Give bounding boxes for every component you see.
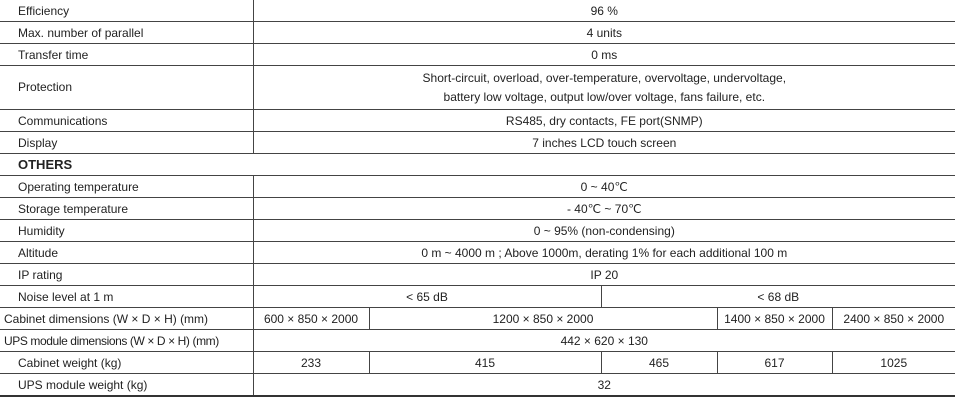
spec-value: 0 ms bbox=[253, 43, 955, 66]
spec-value: 32 bbox=[253, 373, 955, 397]
spec-value: 233 bbox=[253, 351, 369, 374]
spec-row-parallel: Max. number of parallel 4 units bbox=[0, 21, 955, 44]
spec-label: Transfer time bbox=[0, 43, 254, 66]
spec-value: 96 % bbox=[253, 0, 955, 22]
spec-label: Noise level at 1 m bbox=[0, 285, 254, 308]
spec-label: Communications bbox=[0, 109, 254, 132]
spec-row-noise: Noise level at 1 m < 65 dB < 68 dB bbox=[0, 285, 955, 308]
spec-value: 415 bbox=[368, 351, 601, 374]
spec-value: 600 × 850 × 2000 bbox=[253, 307, 369, 330]
spec-value: 617 bbox=[716, 351, 832, 374]
spec-row-protection: Protection Short-circuit, overload, over-… bbox=[0, 65, 955, 110]
spec-value: 1400 × 850 × 2000 bbox=[716, 307, 832, 330]
spec-row-cabinet-dims: Cabinet dimensions (W × D × H) (mm) 600 ×… bbox=[0, 307, 955, 330]
spec-label: Cabinet weight (kg) bbox=[0, 351, 254, 374]
protection-line-2: battery low voltage, output low/over vol… bbox=[443, 89, 766, 104]
spec-value: 7 inches LCD touch screen bbox=[253, 131, 955, 154]
section-header: OTHERS bbox=[0, 153, 955, 176]
spec-label: UPS module dimensions (W × D × H) (mm) bbox=[0, 329, 254, 352]
spec-value: 465 bbox=[600, 351, 717, 374]
spec-row-altitude: Altitude 0 m ~ 4000 m ; Above 1000m, dera… bbox=[0, 241, 955, 264]
spec-value: 0 ~ 95% (non-condensing) bbox=[253, 219, 955, 242]
spec-label: Humidity bbox=[0, 219, 254, 242]
spec-label: Protection bbox=[0, 65, 254, 110]
spec-label: Altitude bbox=[0, 241, 254, 264]
spec-value: 1025 bbox=[831, 351, 955, 374]
spec-row-module-dims: UPS module dimensions (W × D × H) (mm) 44… bbox=[0, 329, 955, 352]
spec-label: UPS module weight (kg) bbox=[0, 373, 254, 397]
spec-row-transfer: Transfer time 0 ms bbox=[0, 43, 955, 66]
spec-row-module-weight: UPS module weight (kg) 32 bbox=[0, 373, 955, 397]
spec-row-display: Display 7 inches LCD touch screen bbox=[0, 131, 955, 154]
spec-value: 442 × 620 × 130 bbox=[253, 329, 955, 352]
protection-line-1: Short-circuit, overload, over-temperatur… bbox=[422, 70, 787, 85]
spec-label: Display bbox=[0, 131, 254, 154]
spec-row-efficiency: Efficiency 96 % bbox=[0, 0, 955, 22]
spec-row-storage-temp: Storage temperature - 40℃ ~ 70℃ bbox=[0, 197, 955, 220]
spec-value: < 68 dB bbox=[600, 285, 955, 308]
spec-value: 0 ~ 40℃ bbox=[253, 175, 955, 198]
spec-label: IP rating bbox=[0, 263, 254, 286]
section-title: OTHERS bbox=[0, 153, 955, 176]
spec-row-cabinet-weight: Cabinet weight (kg) 233 415 465 617 1025 bbox=[0, 351, 955, 374]
spec-label: Operating temperature bbox=[0, 175, 254, 198]
spec-value: - 40℃ ~ 70℃ bbox=[253, 197, 955, 220]
spec-value: 1200 × 850 × 2000 bbox=[368, 307, 717, 330]
spec-value: IP 20 bbox=[253, 263, 955, 286]
spec-row-operating-temp: Operating temperature 0 ~ 40℃ bbox=[0, 175, 955, 198]
spec-value: 4 units bbox=[253, 21, 955, 44]
spec-row-humidity: Humidity 0 ~ 95% (non-condensing) bbox=[0, 219, 955, 242]
spec-row-communications: Communications RS485, dry contacts, FE po… bbox=[0, 109, 955, 132]
spec-label: Efficiency bbox=[0, 0, 254, 22]
spec-row-ip: IP rating IP 20 bbox=[0, 263, 955, 286]
spec-value: 0 m ~ 4000 m ; Above 1000m, derating 1% … bbox=[253, 241, 955, 264]
spec-label: Storage temperature bbox=[0, 197, 254, 220]
spec-value: 2400 × 850 × 2000 bbox=[831, 307, 955, 330]
spec-value: RS485, dry contacts, FE port(SNMP) bbox=[253, 109, 955, 132]
spec-value: Short-circuit, overload, over-temperatur… bbox=[253, 65, 955, 110]
spec-label: Max. number of parallel bbox=[0, 21, 254, 44]
spec-label: Cabinet dimensions (W × D × H) (mm) bbox=[0, 307, 254, 330]
spec-value: < 65 dB bbox=[253, 285, 601, 308]
